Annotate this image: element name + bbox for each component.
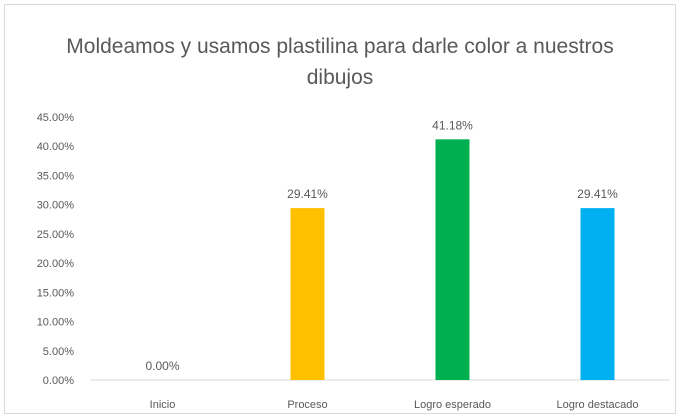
data-label: 41.18% (432, 118, 473, 132)
y-tick-label: 35.00% (37, 170, 75, 182)
y-tick-label: 5.00% (43, 346, 74, 358)
y-tick-label: 45.00% (37, 112, 75, 124)
y-tick-label: 30.00% (37, 200, 75, 212)
chart-area (4, 4, 676, 414)
bar (290, 208, 325, 380)
chart-title: Moldeamos y usamos plastilina para darle… (66, 35, 614, 89)
y-tick-label: 25.00% (37, 229, 75, 241)
data-label: 0.00% (145, 359, 179, 373)
y-tick-label: 10.00% (37, 317, 75, 329)
bar (435, 139, 470, 380)
category-label: Logro esperado (414, 399, 491, 411)
y-tick-label: 40.00% (37, 141, 75, 153)
y-tick-label: 15.00% (37, 287, 75, 299)
category-label: Inicio (150, 399, 176, 411)
y-tick-label: 20.00% (37, 258, 75, 270)
data-label: 29.41% (287, 187, 328, 201)
category-label: Logro destacado (557, 399, 639, 411)
bar (580, 208, 615, 380)
data-label: 29.41% (577, 187, 618, 201)
category-label: Proceso (287, 399, 327, 411)
y-tick-label: 0.00% (43, 375, 74, 387)
